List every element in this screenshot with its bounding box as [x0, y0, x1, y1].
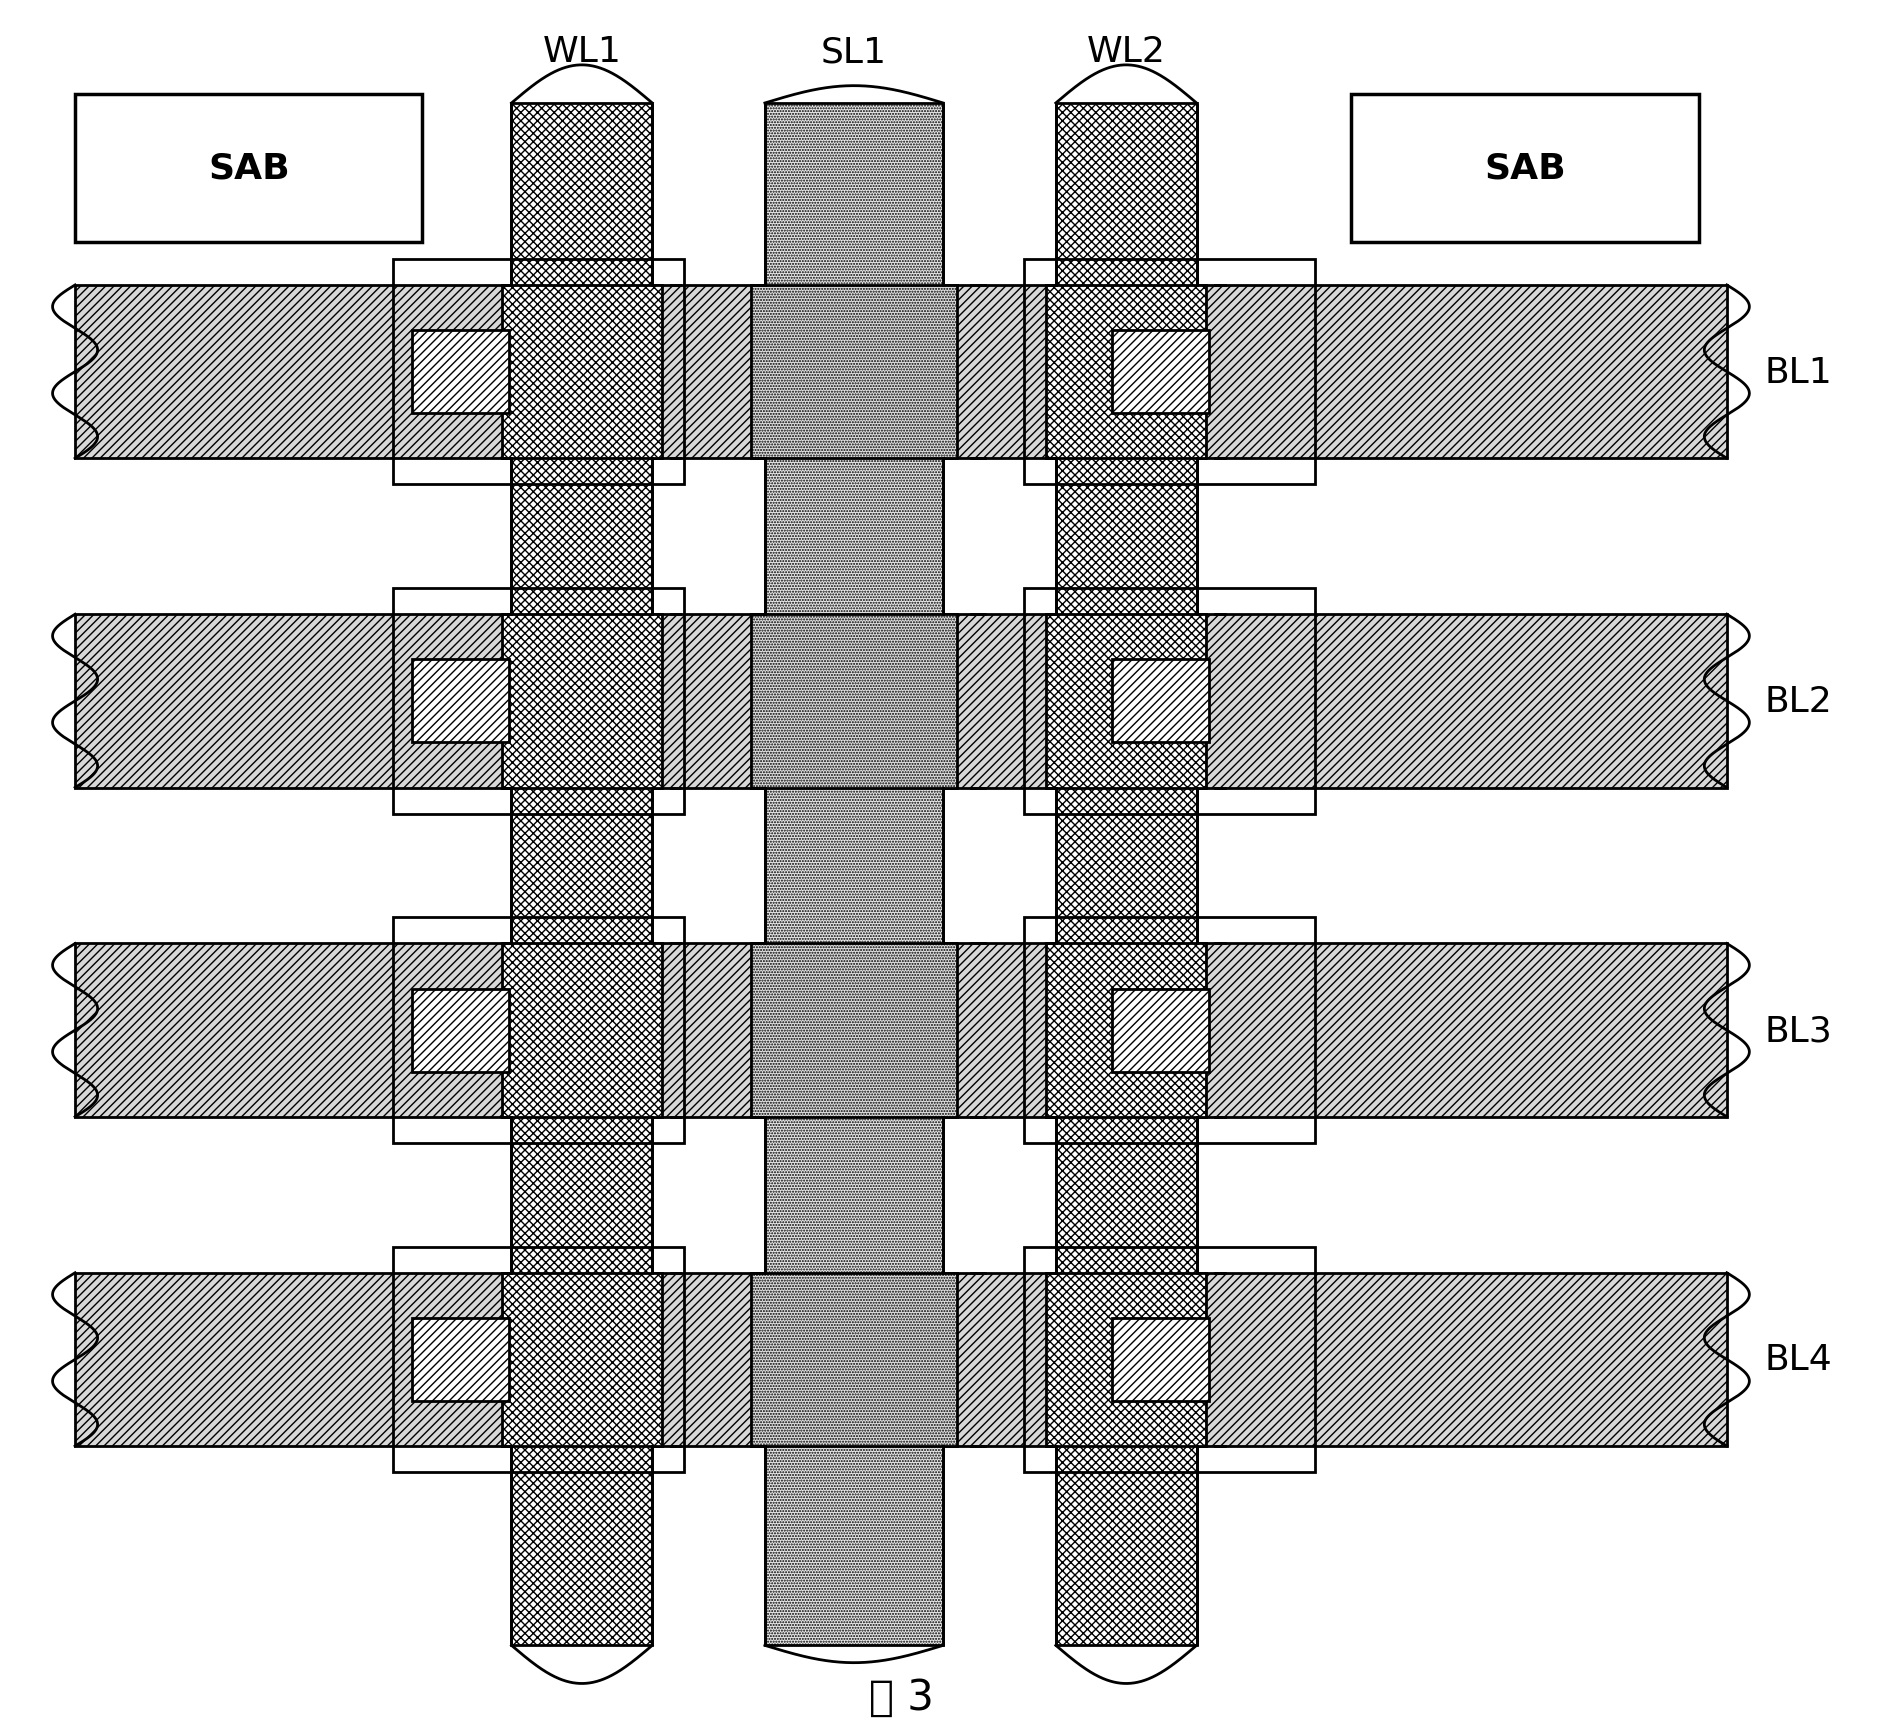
Bar: [411, 1318, 509, 1401]
Bar: [1047, 615, 1205, 788]
Text: SL1: SL1: [820, 35, 888, 69]
Bar: [75, 615, 1727, 788]
Bar: [766, 104, 944, 1645]
Bar: [411, 660, 509, 743]
Bar: [75, 286, 1727, 459]
Bar: [1351, 95, 1699, 242]
Bar: [392, 589, 683, 814]
Bar: [1025, 1247, 1316, 1472]
Bar: [1025, 589, 1316, 814]
Bar: [1055, 104, 1196, 1645]
Bar: [75, 95, 422, 242]
Bar: [503, 1273, 661, 1446]
Bar: [411, 331, 509, 414]
Bar: [1025, 918, 1316, 1143]
Text: BL2: BL2: [1764, 684, 1832, 719]
Bar: [751, 1273, 957, 1446]
Text: BL1: BL1: [1764, 355, 1832, 390]
Text: SAB: SAB: [1485, 152, 1565, 185]
Text: SAB: SAB: [208, 152, 289, 185]
Bar: [1047, 1273, 1205, 1446]
Bar: [1025, 260, 1316, 485]
Text: BL3: BL3: [1764, 1013, 1832, 1048]
Text: 图 3: 图 3: [869, 1677, 933, 1718]
Bar: [75, 944, 1727, 1117]
Text: WL2: WL2: [1087, 35, 1166, 69]
Bar: [751, 944, 957, 1117]
Bar: [751, 615, 957, 788]
Bar: [1047, 944, 1205, 1117]
Bar: [503, 944, 661, 1117]
Bar: [1111, 331, 1209, 414]
Bar: [503, 286, 661, 459]
Bar: [1111, 660, 1209, 743]
Bar: [511, 104, 653, 1645]
Bar: [411, 989, 509, 1072]
Bar: [392, 260, 683, 485]
Bar: [1111, 989, 1209, 1072]
Bar: [392, 918, 683, 1143]
Bar: [751, 286, 957, 459]
Bar: [75, 1273, 1727, 1446]
Bar: [392, 1247, 683, 1472]
Bar: [1047, 286, 1205, 459]
Text: WL1: WL1: [542, 35, 621, 69]
Bar: [503, 615, 661, 788]
Text: BL4: BL4: [1764, 1342, 1832, 1377]
Bar: [1111, 1318, 1209, 1401]
